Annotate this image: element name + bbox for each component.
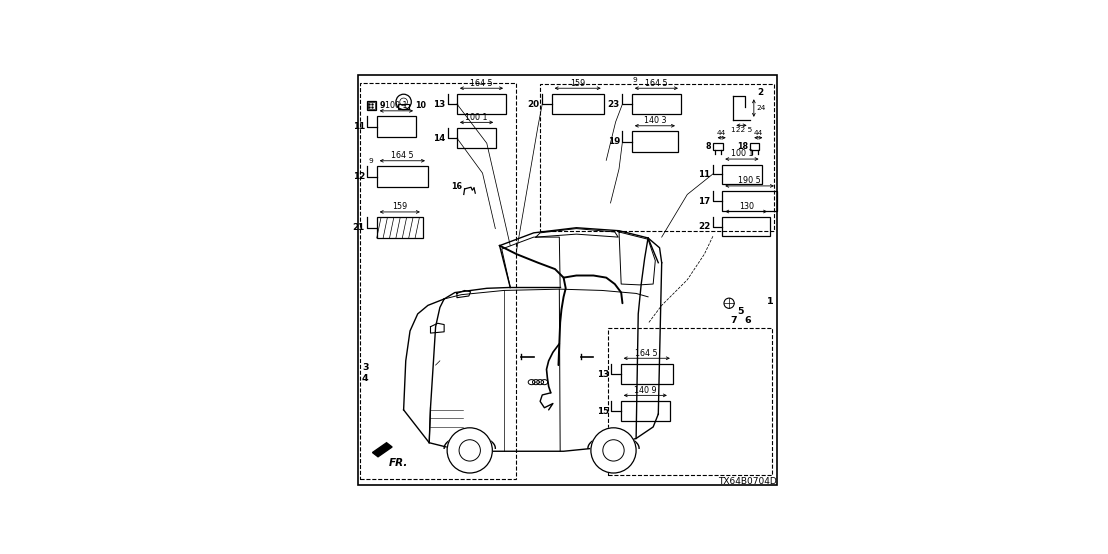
Text: TX64B0704D: TX64B0704D: [718, 476, 777, 486]
Text: 13: 13: [596, 370, 608, 378]
Bar: [632, 131, 678, 152]
Text: 3: 3: [362, 363, 369, 372]
Text: 19: 19: [607, 137, 619, 146]
Bar: [456, 94, 506, 114]
Text: 7: 7: [730, 316, 737, 325]
Text: 23: 23: [607, 100, 619, 109]
Text: 13: 13: [433, 100, 445, 109]
Bar: [608, 328, 772, 475]
Text: 18: 18: [737, 142, 748, 151]
Text: 5: 5: [737, 307, 743, 316]
Text: FR.: FR.: [389, 458, 408, 468]
Text: 164 5: 164 5: [391, 151, 413, 160]
Bar: [377, 218, 423, 238]
Text: 1: 1: [767, 296, 773, 306]
Bar: [456, 128, 496, 148]
Bar: [399, 104, 409, 109]
Text: 6: 6: [745, 316, 751, 325]
Bar: [714, 143, 722, 150]
Text: 9: 9: [379, 101, 384, 110]
Text: 14: 14: [433, 134, 445, 142]
Bar: [540, 84, 773, 230]
Text: 2: 2: [757, 88, 763, 96]
Bar: [552, 94, 604, 114]
Text: 20: 20: [527, 100, 540, 109]
Text: 164 5: 164 5: [470, 79, 493, 88]
Bar: [722, 192, 777, 211]
Bar: [620, 401, 670, 422]
Text: 190 5: 190 5: [738, 176, 761, 185]
Text: 24: 24: [757, 105, 767, 111]
Text: 140 3: 140 3: [644, 116, 666, 125]
Bar: [367, 101, 376, 110]
Bar: [360, 83, 516, 479]
Bar: [722, 217, 770, 236]
Text: 15: 15: [597, 407, 608, 416]
Text: 44: 44: [753, 130, 763, 136]
Text: 4: 4: [362, 375, 369, 383]
Text: 140 9: 140 9: [634, 386, 657, 395]
Bar: [722, 165, 761, 184]
Text: 11: 11: [698, 170, 710, 179]
Text: 9: 9: [368, 158, 373, 164]
Circle shape: [591, 428, 636, 473]
Text: 100 1: 100 1: [730, 150, 753, 158]
Text: 21: 21: [352, 223, 365, 232]
Bar: [377, 116, 416, 137]
Text: 130: 130: [739, 202, 753, 211]
Text: 100 1: 100 1: [465, 113, 488, 122]
Text: 100 1: 100 1: [386, 101, 408, 110]
Text: 12: 12: [352, 172, 365, 181]
Text: 122 5: 122 5: [731, 127, 752, 134]
Bar: [368, 102, 375, 109]
Text: 16: 16: [451, 182, 462, 191]
Bar: [750, 143, 759, 150]
Bar: [377, 166, 428, 187]
Text: 11: 11: [352, 122, 365, 131]
Text: 164 5: 164 5: [645, 79, 668, 88]
Bar: [632, 94, 681, 114]
Polygon shape: [372, 443, 392, 457]
Text: 44: 44: [717, 130, 726, 136]
Text: 22: 22: [698, 222, 710, 231]
Bar: [620, 364, 673, 384]
Text: 159: 159: [570, 79, 585, 88]
Text: 159: 159: [392, 202, 408, 211]
Text: 164 5: 164 5: [636, 348, 658, 358]
Text: 9: 9: [632, 77, 637, 83]
Text: 10: 10: [416, 101, 427, 110]
Circle shape: [448, 428, 492, 473]
Text: 8: 8: [706, 142, 711, 151]
Text: 17: 17: [698, 197, 710, 206]
